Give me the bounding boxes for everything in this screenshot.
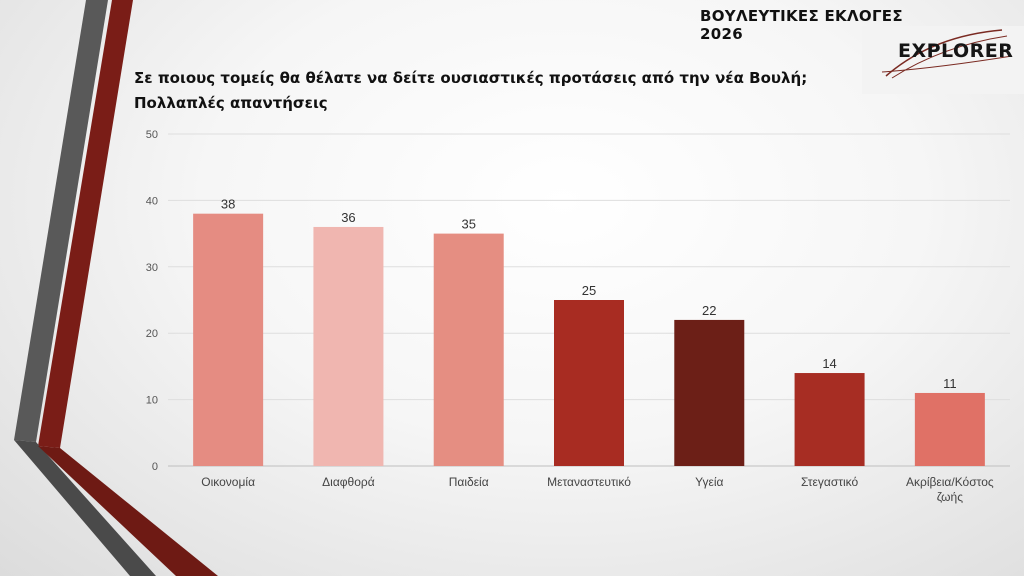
y-tick-label: 20 xyxy=(146,328,158,340)
y-tick-label: 50 xyxy=(146,129,158,141)
category-label: Διαφθορά xyxy=(322,475,375,489)
y-tick-label: 0 xyxy=(152,461,158,473)
red-stripe xyxy=(38,0,133,448)
logo-text: EXPLORER xyxy=(898,40,1014,62)
category-label: Ακρίβεια/Κόστος xyxy=(906,475,994,489)
data-label: 35 xyxy=(461,217,475,232)
grey-stripe xyxy=(14,0,108,442)
bar xyxy=(914,392,985,466)
y-tick-label: 10 xyxy=(146,395,158,407)
bar xyxy=(674,319,745,466)
category-label: Μεταναστευτικό xyxy=(547,475,631,489)
bar xyxy=(794,373,865,466)
data-label: 14 xyxy=(822,356,836,371)
category-label: Στεγαστικό xyxy=(801,475,859,489)
category-label: Οικονομία xyxy=(201,475,255,489)
data-label: 25 xyxy=(582,283,596,298)
data-label: 38 xyxy=(221,197,235,212)
data-label: 11 xyxy=(943,376,957,391)
y-tick-label: 40 xyxy=(146,195,158,207)
survey-question: Σε ποιους τομείς θα θέλατε να δείτε ουσι… xyxy=(134,66,834,116)
bar xyxy=(554,300,624,466)
bar xyxy=(193,213,264,466)
y-tick-label: 30 xyxy=(146,262,158,274)
question-subtitle: Πολλαπλές απαντήσεις xyxy=(134,94,328,112)
data-label: 22 xyxy=(702,303,716,318)
logo: EXPLORER xyxy=(862,26,1024,94)
logo-swoosh-icon xyxy=(881,29,1013,79)
question-line: Σε ποιους τομείς θα θέλατε να δείτε ουσι… xyxy=(134,69,808,87)
grey-lower-stripe xyxy=(14,440,156,576)
data-label: 36 xyxy=(341,210,355,225)
red-lower-stripe xyxy=(38,446,218,576)
category-label: ζωής xyxy=(937,490,964,504)
election-title: ΒΟΥΛΕΥΤΙΚΕΣ ΕΚΛΟΓΕΣ 2026 xyxy=(700,7,903,43)
bar xyxy=(433,233,504,466)
category-label: Υγεία xyxy=(695,475,723,489)
category-label: Παιδεία xyxy=(449,475,489,489)
bar xyxy=(313,226,384,466)
